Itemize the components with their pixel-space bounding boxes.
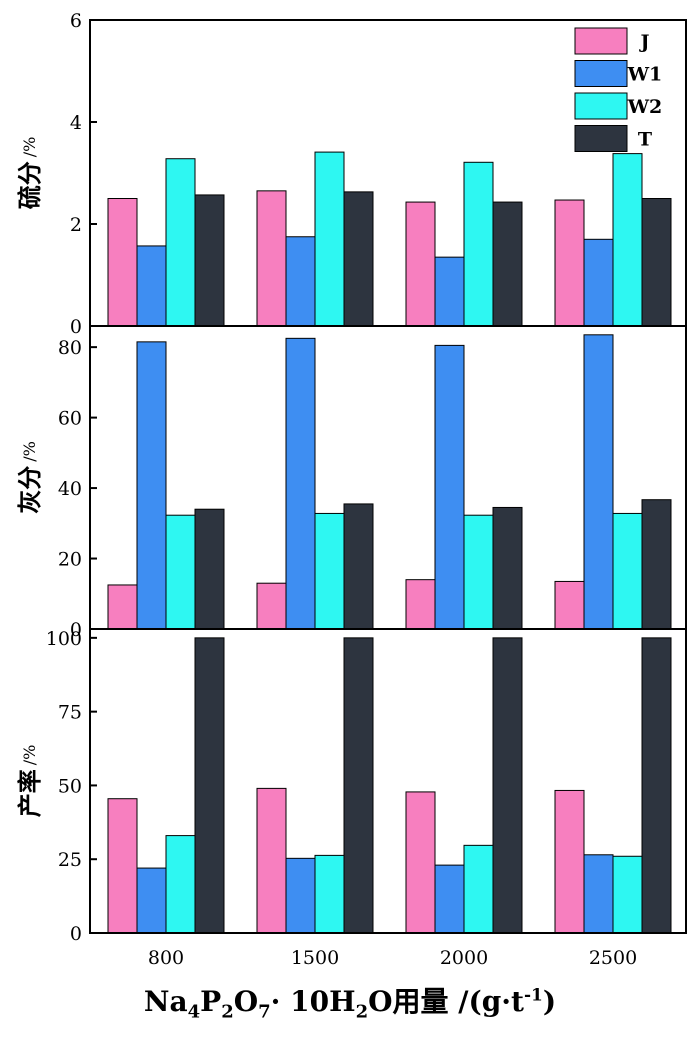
y-tick-label: 6 [70,10,82,32]
bar-j-800 [107,798,138,934]
bar-t-2000 [492,201,523,327]
bar-j-1500 [256,787,287,934]
bar-w1-2000 [434,864,465,934]
bar-j-2500 [554,580,585,630]
bar-j-2500 [554,789,585,934]
x-tick-label: 800 [148,947,184,969]
y-axis-label: 硫分/% [15,137,44,210]
bar-j-2000 [405,201,436,327]
bar-t-2000 [492,506,523,630]
bar-j-2000 [405,579,436,630]
bar-w2-800 [165,514,196,630]
x-tick-label: 2500 [589,947,637,969]
y-tick-label: 20 [58,549,82,571]
bar-w2-1500 [314,854,345,934]
y-tick-label: 60 [58,408,82,430]
bar-t-800 [194,194,225,327]
bar-w2-1500 [314,512,345,630]
bar-w2-2500 [612,153,643,327]
bar-j-2000 [405,791,436,934]
bar-w1-2000 [434,256,465,327]
legend-label-j: J [639,31,650,53]
bar-w1-800 [136,867,167,934]
bar-t-1500 [343,637,374,934]
bar-j-2500 [554,199,585,327]
bar-w2-1500 [314,151,345,327]
bar-j-800 [107,198,138,327]
bar-j-1500 [256,190,287,327]
bar-w1-1500 [285,337,316,630]
x-tick-label: 1500 [291,947,339,969]
legend-swatch-t [574,125,628,152]
y-tick-label: 75 [58,702,82,724]
bar-w1-1500 [285,857,316,934]
legend-swatch-w1 [574,60,628,87]
bar-w2-2000 [463,844,494,934]
legend-swatch-j [574,27,628,55]
bar-t-2500 [641,499,672,630]
bar-w1-2500 [583,238,614,327]
legend-label-t: T [638,129,652,151]
bar-t-1500 [343,503,374,630]
legend-swatch-w2 [574,92,628,120]
bar-t-2500 [641,198,672,327]
bar-w1-2500 [583,854,614,934]
y-tick-label: 50 [58,775,82,797]
y-tick-label: 0 [70,316,82,338]
bar-w1-1500 [285,236,316,327]
legend-label-w1: W1 [627,64,663,86]
bar-t-2000 [492,637,523,934]
plot-frame [89,628,687,934]
chart-panel-3: 0 25 50 75 100 产率/% 800 1500 2000 2500 [15,628,687,969]
bar-t-800 [194,637,225,934]
bar-w2-2500 [612,512,643,630]
y-axis-label: 产率/% [15,745,44,818]
y-tick-label: 40 [58,478,82,500]
bar-w2-2000 [463,514,494,630]
legend-label-w2: W2 [627,96,663,118]
bar-t-800 [194,508,225,630]
y-tick-label: 4 [70,112,82,134]
bar-w1-2000 [434,344,465,630]
bar-t-1500 [343,191,374,327]
x-axis-label: Na4P2O7· 10H2O用量 /(g·t-1) [143,985,557,1023]
bar-w2-2500 [612,855,643,934]
y-tick-label: 2 [70,214,82,236]
bar-w1-800 [136,341,167,630]
bar-w2-800 [165,835,196,934]
y-tick-label: 0 [70,923,82,945]
bar-j-1500 [256,582,287,630]
bar-w2-2000 [463,161,494,327]
y-tick-label: 0 [70,619,82,641]
chart-panel-1: 0 2 4 6 硫分/% J W1 W2 T [15,10,687,338]
y-tick-label: 25 [58,849,82,871]
chart-panel-2: 0 20 40 60 80 灰分/% [15,325,687,641]
bar-t-2500 [641,637,672,934]
y-tick-label: 80 [58,337,82,359]
bar-j-800 [107,584,138,630]
y-axis-label: 灰分/% [15,441,44,514]
bar-w1-800 [136,245,167,327]
x-tick-label: 2000 [440,947,488,969]
bar-w1-2500 [583,334,614,630]
bar-w2-800 [165,158,196,327]
y-tick-label: 100 [46,628,82,650]
